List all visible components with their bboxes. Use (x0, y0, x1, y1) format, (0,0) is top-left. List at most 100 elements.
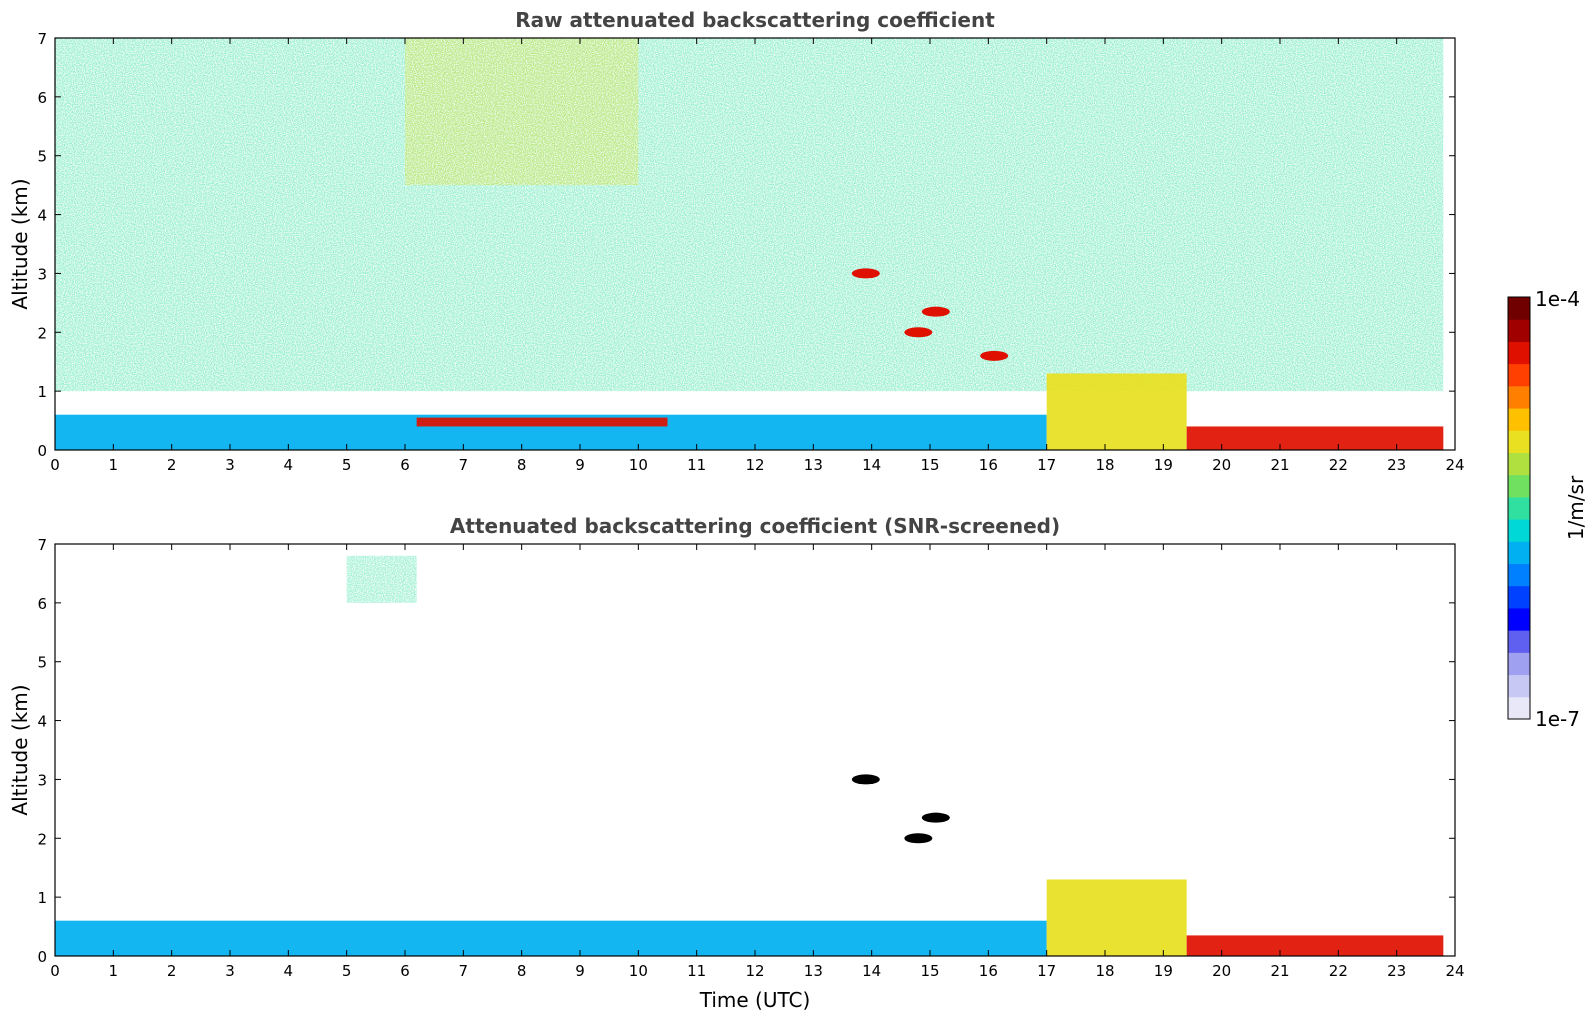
x-tick-label: 16 (979, 456, 998, 474)
y-tick-label: 2 (37, 830, 47, 848)
snr-panel-title: Attenuated backscattering coefficient (S… (450, 514, 1060, 538)
x-tick-label: 20 (1212, 962, 1231, 980)
heatmap-cloud (904, 327, 933, 338)
x-tick-label: 7 (459, 456, 469, 474)
x-tick-label: 17 (1037, 962, 1056, 980)
colorbar-step (1508, 297, 1530, 320)
colorbar-frame (1507, 296, 1531, 720)
x-tick-label: 10 (629, 962, 648, 980)
x-tick-label: 9 (575, 962, 585, 980)
colorbar-unit-label: 1/m/sr (1564, 475, 1588, 540)
colorbar-step (1508, 452, 1530, 476)
colorbar-step (1508, 585, 1530, 609)
y-tick-label: 5 (37, 654, 47, 672)
x-tick-label: 6 (400, 962, 410, 980)
heatmap-region-speckles (346, 555, 417, 603)
x-tick-label: 18 (1095, 456, 1114, 474)
heatmap-region-noise-high (405, 38, 639, 186)
x-tick-label: 15 (920, 456, 939, 474)
snr-screened-panel: Attenuated backscattering coefficient (S… (8, 514, 1465, 1012)
colorbar-step (1508, 652, 1530, 676)
colorbar-step (1508, 474, 1530, 498)
raw-panel-title: Raw attenuated backscattering coefficien… (515, 8, 995, 32)
y-tick-label: 4 (37, 713, 47, 731)
y-tick-label: 1 (37, 383, 47, 401)
x-tick-label: 19 (1154, 962, 1173, 980)
heatmap-region-night-layer (1186, 426, 1444, 450)
x-tick-label: 14 (862, 456, 881, 474)
colorbar-step (1508, 674, 1530, 698)
y-tick-label: 7 (37, 30, 47, 48)
x-tick-label: 12 (745, 456, 764, 474)
colorbar-step (1508, 385, 1530, 409)
x-tick-label: 19 (1154, 456, 1173, 474)
x-tick-label: 4 (284, 962, 294, 980)
heatmap-cloud (980, 350, 1009, 361)
raw-backscatter-panel: Raw attenuated backscattering coefficien… (8, 8, 1465, 474)
x-tick-label: 24 (1445, 456, 1464, 474)
x-tick-label: 21 (1270, 962, 1289, 980)
y-tick-label: 0 (37, 948, 47, 966)
x-tick-label: 22 (1329, 456, 1348, 474)
x-tick-label: 6 (400, 456, 410, 474)
x-tick-label: 14 (862, 962, 881, 980)
x-tick-label: 9 (575, 456, 585, 474)
colorbar-step (1508, 496, 1530, 520)
x-tick-label: 2 (167, 962, 177, 980)
x-tick-label: 10 (629, 456, 648, 474)
colorbar-step (1508, 341, 1530, 365)
y-tick-label: 3 (37, 265, 47, 283)
x-tick-label: 5 (342, 962, 352, 980)
snr-heatmap (55, 555, 1444, 956)
y-tick-label: 3 (37, 771, 47, 789)
colorbar-step (1508, 607, 1530, 631)
x-tick-label: 1 (109, 962, 119, 980)
x-tick-label: 13 (804, 456, 823, 474)
colorbar-step (1508, 541, 1530, 565)
y-tick-label: 6 (37, 89, 47, 107)
colorbar-step (1508, 696, 1530, 720)
y-tick-label: 7 (37, 536, 47, 554)
colorbar-min-label: 1e-7 (1535, 707, 1580, 731)
colorbar: 1e-4 1e-7 1/m/sr (1507, 287, 1588, 731)
snr-plot-frame (54, 543, 1456, 957)
x-tick-label: 3 (225, 962, 235, 980)
colorbar-step (1508, 363, 1530, 387)
x-tick-label: 0 (50, 456, 60, 474)
heatmap-cloud (851, 774, 880, 785)
x-tick-label: 5 (342, 456, 352, 474)
y-tick-label: 5 (37, 148, 47, 166)
x-tick-label: 8 (517, 456, 527, 474)
x-tick-label: 16 (979, 962, 998, 980)
heatmap-region-night-layer (1186, 935, 1444, 956)
colorbar-step (1508, 430, 1530, 453)
x-tick-label: 22 (1329, 962, 1348, 980)
y-tick-label: 4 (37, 207, 47, 225)
x-tick-label: 17 (1037, 456, 1056, 474)
x-tick-label: 15 (920, 962, 939, 980)
x-tick-label: 21 (1270, 456, 1289, 474)
heatmap-region-boundary-layer-top (416, 417, 668, 427)
x-tick-label: 4 (284, 456, 294, 474)
x-tick-label: 20 (1212, 456, 1231, 474)
y-tick-label: 2 (37, 324, 47, 342)
x-tick-label: 0 (50, 962, 60, 980)
x-tick-label: 3 (225, 456, 235, 474)
colorbar-step (1508, 519, 1530, 542)
heatmap-region-noise (55, 38, 1444, 392)
x-tick-label: 8 (517, 962, 527, 980)
heatmap-cloud (921, 812, 950, 823)
raw-heatmap (55, 38, 1444, 450)
heatmap-region-convective-layer (1046, 373, 1187, 450)
x-axis-label: Time (UTC) (699, 988, 811, 1012)
colorbar-step (1508, 319, 1530, 342)
snr-axis-ticks: 0 1 2 3 4 5 6 7 8 9 10 11 12 13 14 15 16 17 18 19 20 21 22 23 24… (37, 536, 1464, 980)
raw-y-axis-label: Altitude (km) (8, 178, 32, 309)
x-tick-label: 7 (459, 962, 469, 980)
heatmap-cloud (851, 268, 880, 279)
colorbar-scale (1508, 297, 1530, 720)
colorbar-max-label: 1e-4 (1535, 287, 1580, 311)
x-tick-label: 23 (1387, 456, 1406, 474)
x-tick-label: 24 (1445, 962, 1464, 980)
